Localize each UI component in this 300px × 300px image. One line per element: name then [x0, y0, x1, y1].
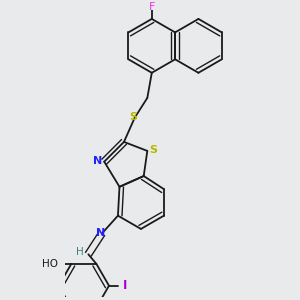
Text: S: S	[129, 112, 137, 122]
Text: S: S	[150, 145, 158, 155]
Text: N: N	[96, 228, 106, 238]
Text: N: N	[93, 156, 103, 166]
Text: I: I	[123, 279, 127, 292]
Text: F: F	[148, 2, 155, 12]
Text: H: H	[76, 247, 84, 256]
Text: HO: HO	[42, 259, 58, 269]
